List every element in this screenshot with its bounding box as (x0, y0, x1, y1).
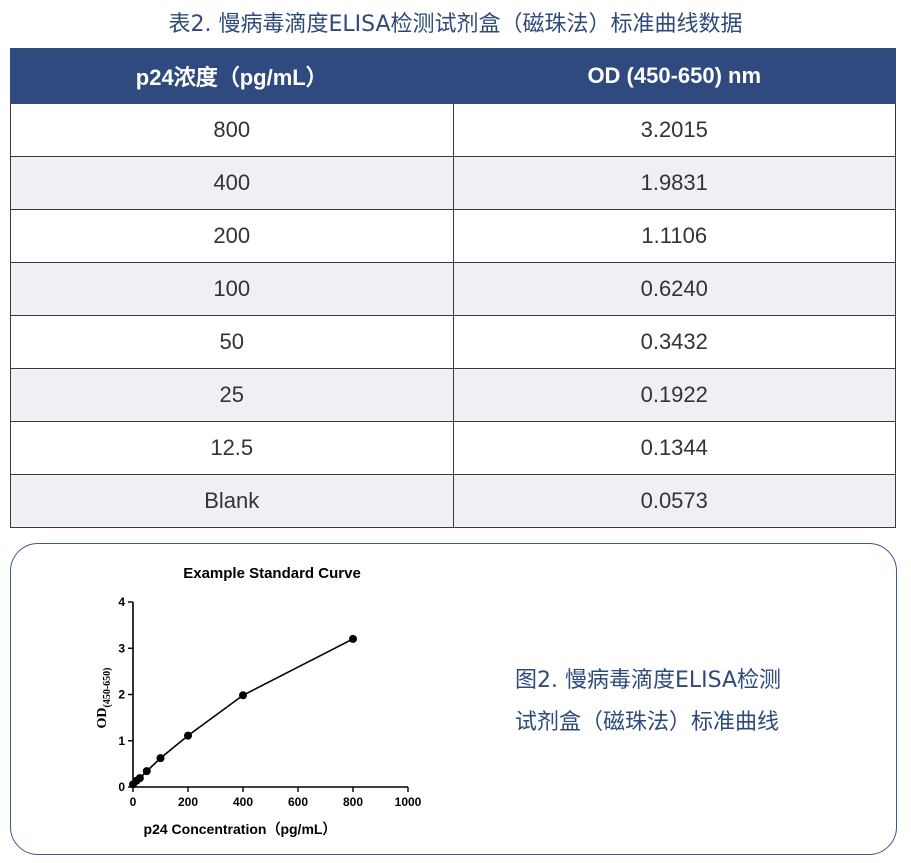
data-point (135, 774, 144, 783)
data-point (142, 767, 151, 776)
cell-concentration: 100 (10, 262, 454, 316)
table-caption: 表2. 慢病毒滴度ELISA检测试剂盒（磁珠法）标准曲线数据 (168, 12, 743, 37)
figure-caption-line2: 试剂盒（磁珠法）标准曲线 (515, 710, 780, 735)
y-axis-label-sub: (450-650) (102, 668, 113, 708)
cell-od: 0.0573 (452, 474, 896, 528)
data-point (184, 731, 192, 740)
data-point (156, 754, 165, 763)
figure-caption-line1: 图2. 慢病毒滴度ELISA检测 (515, 668, 782, 693)
table-header-row: p24浓度（pg/mL） OD (450-650) nm (10, 48, 896, 104)
cell-od: 1.1106 (452, 209, 896, 263)
cell-od: 0.3432 (452, 315, 896, 369)
chart-title: Example Standard Curve (183, 565, 361, 582)
cell-od: 3.2015 (452, 103, 896, 157)
standard-curve-table: p24浓度（pg/mL） OD (450-650) nm 800 3.2015 … (10, 48, 896, 528)
y-tick-label: 0 (118, 780, 125, 794)
table-row: 400 1.9831 (10, 156, 896, 210)
standard-curve-chart: Example Standard Curve OD(450-650) p24 C… (95, 565, 422, 837)
svg-text:OD(450-650): OD(450-650) (95, 668, 113, 729)
cell-concentration: 25 (10, 368, 454, 422)
x-tick-label: 600 (288, 795, 308, 809)
table-row: 200 1.1106 (10, 209, 896, 263)
table-row: 50 0.3432 (10, 315, 896, 369)
cell-concentration: Blank (10, 474, 454, 528)
table-row: Blank 0.0573 (10, 474, 896, 528)
data-point (349, 634, 357, 643)
figure-caption: 图2. 慢病毒滴度ELISA检测 试剂盒（磁珠法）标准曲线 (515, 660, 845, 744)
y-axis-label-main: OD (95, 708, 110, 729)
y-axis-label: OD(450-650) (95, 668, 113, 729)
x-tick-label: 400 (233, 795, 253, 809)
x-tick-label: 800 (343, 795, 363, 809)
table-row: 100 0.6240 (10, 262, 896, 316)
cell-od: 0.1344 (452, 421, 896, 475)
cell-od: 0.1922 (452, 368, 896, 422)
table-row: 800 3.2015 (10, 103, 896, 157)
header-od: OD (450-650) nm (452, 48, 896, 104)
x-tick-label: 0 (130, 795, 137, 809)
table-row: 25 0.1922 (10, 368, 896, 422)
cell-concentration: 800 (10, 103, 454, 157)
cell-concentration: 200 (10, 209, 454, 263)
cell-concentration: 12.5 (10, 421, 454, 475)
cell-od: 0.6240 (452, 262, 896, 316)
y-tick-label: 4 (118, 595, 125, 609)
figure-panel (10, 543, 897, 855)
cell-concentration: 50 (10, 315, 454, 369)
data-point (239, 691, 247, 700)
y-tick-label: 3 (118, 641, 125, 655)
y-tick-label: 1 (118, 734, 125, 748)
x-tick-label: 200 (178, 795, 198, 809)
cell-od: 1.9831 (452, 156, 896, 210)
series-line (132, 638, 354, 785)
table-row: 12.5 0.1344 (10, 421, 896, 475)
header-concentration: p24浓度（pg/mL） (10, 48, 454, 104)
y-tick-label: 2 (118, 688, 125, 702)
x-tick-label: 1000 (395, 795, 422, 809)
cell-concentration: 400 (10, 156, 454, 210)
x-axis-label: p24 Concentration（pg/mL） (144, 821, 337, 837)
